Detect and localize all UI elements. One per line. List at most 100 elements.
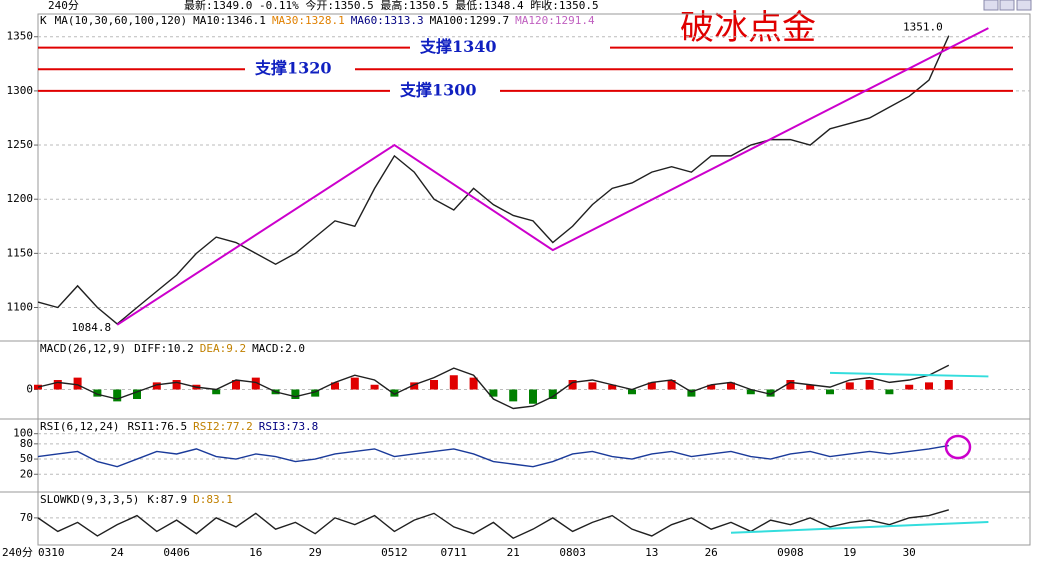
x-tick-label: 21 [507, 546, 520, 559]
series-line [37, 364, 950, 410]
trend-line [116, 27, 989, 326]
legend-entry: K:87.9 [147, 493, 187, 506]
macd-bar [885, 389, 894, 395]
legend-entry: MA100:1299.7 [430, 14, 509, 27]
macd-bar [608, 384, 617, 390]
macd-bar [311, 389, 320, 397]
x-tick-label: 13 [645, 546, 658, 559]
macd-bar [944, 380, 953, 390]
trend-line [829, 371, 989, 378]
support-label-bg [390, 80, 500, 101]
macd-bar [786, 380, 795, 390]
x-tick-label: 0310 [38, 546, 65, 559]
macd-bar [291, 389, 300, 399]
macd-bar [410, 382, 419, 390]
y-tick-label: 80 [20, 437, 33, 450]
macd-bar [93, 389, 102, 397]
macd-bar [628, 389, 636, 395]
series-line [37, 509, 949, 540]
y-tick-label: 70 [20, 511, 33, 524]
macd-bar [727, 382, 735, 390]
y-tick-label: 1300 [7, 84, 34, 97]
legend-entry: D:83.1 [193, 493, 233, 506]
legend-entry: MA10:1346.1 [193, 14, 266, 27]
macd-bar [212, 389, 221, 395]
macd-bar [687, 389, 696, 397]
macd-bar [548, 389, 557, 399]
x-tick-label: 0711 [441, 546, 468, 559]
frame [37, 13, 1031, 546]
macd-bar [251, 377, 260, 390]
window-buttons[interactable] [983, 0, 1032, 11]
btn-max[interactable] [1016, 0, 1032, 11]
macd-bar [73, 377, 82, 390]
x-tick-label: 16 [249, 546, 262, 559]
trend-line [730, 520, 989, 534]
y-tick-label: 20 [20, 467, 33, 480]
legend-entry: MA60:1313.3 [351, 14, 424, 27]
macd-bar [707, 384, 716, 390]
x-tick-label: 29 [309, 546, 322, 559]
macd-bar [509, 389, 518, 402]
support-label: 支撑1320 [254, 59, 332, 78]
macd-bar [766, 389, 775, 397]
macd-bar [905, 384, 914, 390]
support-label: 支撑1340 [419, 37, 497, 56]
macd-bar [469, 377, 478, 390]
macd-bar [667, 380, 676, 390]
x-tick-label: 24 [111, 546, 125, 559]
highlight-circle [944, 434, 972, 460]
panel-title: SLOWKD(9,3,3,5) [40, 493, 139, 506]
macd-bar [370, 384, 379, 390]
panel-title: MACD(26,12,9) [40, 342, 126, 355]
extreme-label: 1084.8 [71, 321, 111, 334]
macd-bar [172, 380, 181, 390]
y-tick-label: 1150 [7, 246, 34, 259]
y-tick-label: 1350 [7, 30, 34, 43]
macd-bar [746, 389, 755, 395]
legend-entry: MA30:1328.1 [272, 14, 345, 27]
macd-bar [925, 382, 933, 390]
period: 240分 [48, 0, 79, 12]
series-line [37, 444, 949, 468]
macd-bar [845, 382, 854, 390]
support-label: 支撑1300 [399, 80, 477, 99]
macd-bar [489, 389, 498, 397]
x-tick-label: 26 [705, 546, 718, 559]
extreme-label: 1351.0 [903, 21, 943, 34]
y-tick-label: 100 [13, 427, 33, 440]
macd-bar [529, 389, 537, 404]
macd-bar [113, 389, 122, 402]
x-tick-label: 0803 [559, 546, 586, 559]
y-tick-label: 0 [26, 383, 33, 396]
x-tick-label: 0406 [163, 546, 190, 559]
macd-bar [588, 382, 597, 390]
y-tick-label: 1200 [7, 192, 34, 205]
legend-entry: MA(10,30,60,100,120) [55, 14, 187, 27]
legend-entry: RSI2:77.2 [193, 420, 253, 433]
macd-bar [331, 382, 339, 390]
macd-bar [647, 382, 656, 390]
legend-entry: RSI3:73.8 [259, 420, 319, 433]
macd-bar [430, 380, 438, 390]
macd-bar [152, 382, 161, 390]
macd-bar [865, 380, 874, 390]
panel-title: RSI(6,12,24) [40, 420, 119, 433]
axis-period: 240分 [2, 546, 33, 559]
macd-bar [390, 389, 399, 397]
btn-right[interactable] [999, 0, 1015, 11]
legend-entry: MA120:1291.4 [515, 14, 595, 27]
y-tick-label: 1100 [7, 301, 34, 314]
series-line [37, 35, 950, 325]
legend-entry: DIFF:10.2 [134, 342, 194, 355]
legend-entry: MACD:2.0 [252, 342, 305, 355]
x-tick-label: 0512 [381, 546, 408, 559]
x-tick-label: 30 [903, 546, 916, 559]
macd-bar [826, 389, 834, 395]
banner: 破冰点金 [680, 8, 816, 48]
macd-bar [53, 380, 62, 390]
macd-bar [232, 380, 240, 390]
btn-left[interactable] [983, 0, 999, 11]
